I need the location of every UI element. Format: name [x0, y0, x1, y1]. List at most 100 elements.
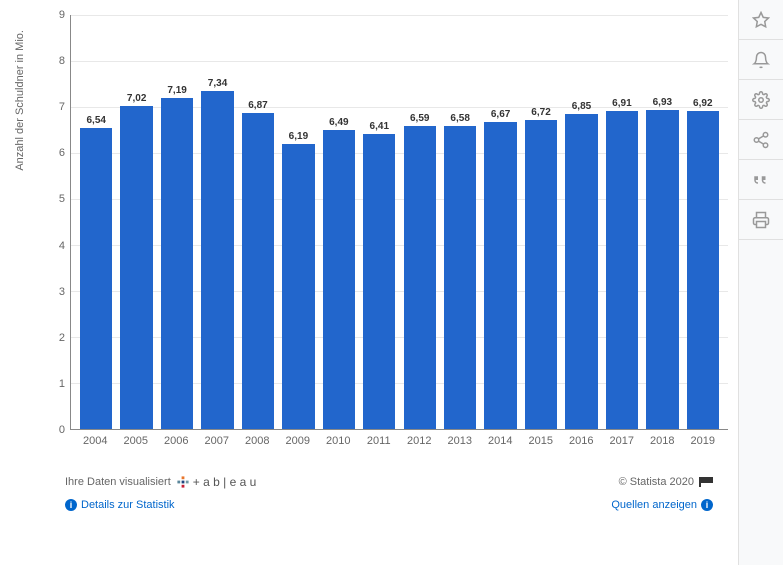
- details-link[interactable]: i Details zur Statistik: [65, 499, 175, 511]
- sources-link[interactable]: Quellen anzeigen i: [611, 499, 713, 511]
- chart-area: Anzahl der Schuldner in Mio. 0123456789 …: [0, 0, 738, 565]
- bar-group: 7,02: [116, 15, 156, 429]
- info-icon: i: [65, 499, 77, 511]
- bar-value-label: 6,49: [329, 117, 348, 128]
- footer-bottom: i Details zur Statistik Quellen anzeigen…: [15, 494, 728, 521]
- bar[interactable]: [565, 114, 597, 429]
- y-tick: 2: [59, 332, 65, 344]
- x-tick: 2019: [683, 430, 724, 455]
- x-tick: 2008: [237, 430, 278, 455]
- bar[interactable]: [80, 128, 112, 429]
- y-tick: 7: [59, 101, 65, 113]
- bar[interactable]: [646, 110, 678, 429]
- bar-group: 6,91: [602, 15, 642, 429]
- plot-area: 6,54 7,02 7,19 7,34 6,87 6,19 6,49 6,41 6,59 6,58…: [70, 15, 728, 430]
- y-axis-label: Anzahl der Schuldner in Mio.: [14, 30, 26, 171]
- x-tick: 2006: [156, 430, 197, 455]
- bar[interactable]: [282, 144, 314, 429]
- x-tick: 2017: [602, 430, 643, 455]
- bar-group: 6,41: [359, 15, 399, 429]
- favorite-button[interactable]: [739, 0, 783, 40]
- bar-value-label: 6,54: [86, 115, 105, 126]
- gear-icon: [752, 91, 770, 109]
- info-icon: i: [701, 499, 713, 511]
- flag-icon: [699, 477, 713, 487]
- x-tick: 2007: [197, 430, 238, 455]
- bar[interactable]: [120, 106, 152, 429]
- bar[interactable]: [161, 98, 193, 429]
- quote-icon: [752, 171, 770, 189]
- y-tick: 9: [59, 9, 65, 21]
- bar-group: 6,59: [400, 15, 440, 429]
- bar-group: 6,87: [238, 15, 278, 429]
- bar-value-label: 6,72: [531, 107, 550, 118]
- bar[interactable]: [484, 122, 516, 429]
- bar-value-label: 6,91: [612, 98, 631, 109]
- y-tick: 5: [59, 193, 65, 205]
- quote-button[interactable]: [739, 160, 783, 200]
- y-tick: 6: [59, 147, 65, 159]
- bar[interactable]: [323, 130, 355, 429]
- x-tick: 2011: [359, 430, 400, 455]
- bar[interactable]: [201, 91, 233, 429]
- copyright: © Statista 2020: [619, 476, 713, 488]
- bar-group: 6,72: [521, 15, 561, 429]
- bar[interactable]: [525, 120, 557, 429]
- footer-top: Ihre Daten visualisiert + a b | e a u © …: [15, 465, 728, 494]
- tableau-icon: [176, 475, 190, 489]
- bar-value-label: 6,58: [450, 113, 469, 124]
- visualized-text: Ihre Daten visualisiert: [65, 476, 171, 488]
- bar-group: 7,34: [197, 15, 237, 429]
- star-icon: [752, 11, 770, 29]
- bar-value-label: 6,41: [370, 121, 389, 132]
- bar[interactable]: [687, 111, 719, 429]
- bar[interactable]: [444, 126, 476, 429]
- x-tick: 2009: [278, 430, 319, 455]
- bar-value-label: 6,93: [653, 97, 672, 108]
- bar[interactable]: [404, 126, 436, 429]
- x-tick: 2013: [440, 430, 481, 455]
- x-tick: 2010: [318, 430, 359, 455]
- bar-group: 6,58: [440, 15, 480, 429]
- chart-wrapper: Anzahl der Schuldner in Mio. 0123456789 …: [50, 15, 728, 455]
- bar-group: 6,19: [278, 15, 318, 429]
- bar-group: 6,85: [561, 15, 601, 429]
- bar-group: 7,19: [157, 15, 197, 429]
- bar-value-label: 7,19: [167, 85, 186, 96]
- settings-button[interactable]: [739, 80, 783, 120]
- x-tick: 2015: [521, 430, 562, 455]
- y-tick: 8: [59, 55, 65, 67]
- y-tick: 0: [59, 424, 65, 436]
- bar[interactable]: [363, 134, 395, 429]
- tableau-text: + a b | e a u: [193, 475, 257, 489]
- share-icon: [752, 131, 770, 149]
- bar-value-label: 6,85: [572, 101, 591, 112]
- bell-icon: [752, 51, 770, 69]
- x-axis: 2004200520062007200820092010201120122013…: [70, 430, 728, 455]
- x-tick: 2018: [642, 430, 683, 455]
- footer-left: Ihre Daten visualisiert + a b | e a u: [65, 475, 256, 489]
- share-button[interactable]: [739, 120, 783, 160]
- bar-group: 6,54: [76, 15, 116, 429]
- bar-group: 6,93: [642, 15, 682, 429]
- tableau-logo[interactable]: + a b | e a u: [176, 475, 257, 489]
- sidebar: [738, 0, 783, 565]
- bar-value-label: 6,87: [248, 100, 267, 111]
- print-icon: [752, 211, 770, 229]
- x-tick: 2004: [75, 430, 116, 455]
- x-tick: 2014: [480, 430, 521, 455]
- bar-group: 6,49: [319, 15, 359, 429]
- bar-group: 6,92: [683, 15, 723, 429]
- print-button[interactable]: [739, 200, 783, 240]
- notification-button[interactable]: [739, 40, 783, 80]
- y-tick: 3: [59, 286, 65, 298]
- y-tick: 4: [59, 240, 65, 252]
- bar-value-label: 6,59: [410, 113, 429, 124]
- bar[interactable]: [242, 113, 274, 429]
- bar-group: 6,67: [480, 15, 520, 429]
- bar[interactable]: [606, 111, 638, 429]
- bar-value-label: 7,02: [127, 93, 146, 104]
- bar-value-label: 7,34: [208, 78, 227, 89]
- bar-value-label: 6,19: [289, 131, 308, 142]
- bars-container: 6,54 7,02 7,19 7,34 6,87 6,19 6,49 6,41 6,59 6,58…: [71, 15, 728, 429]
